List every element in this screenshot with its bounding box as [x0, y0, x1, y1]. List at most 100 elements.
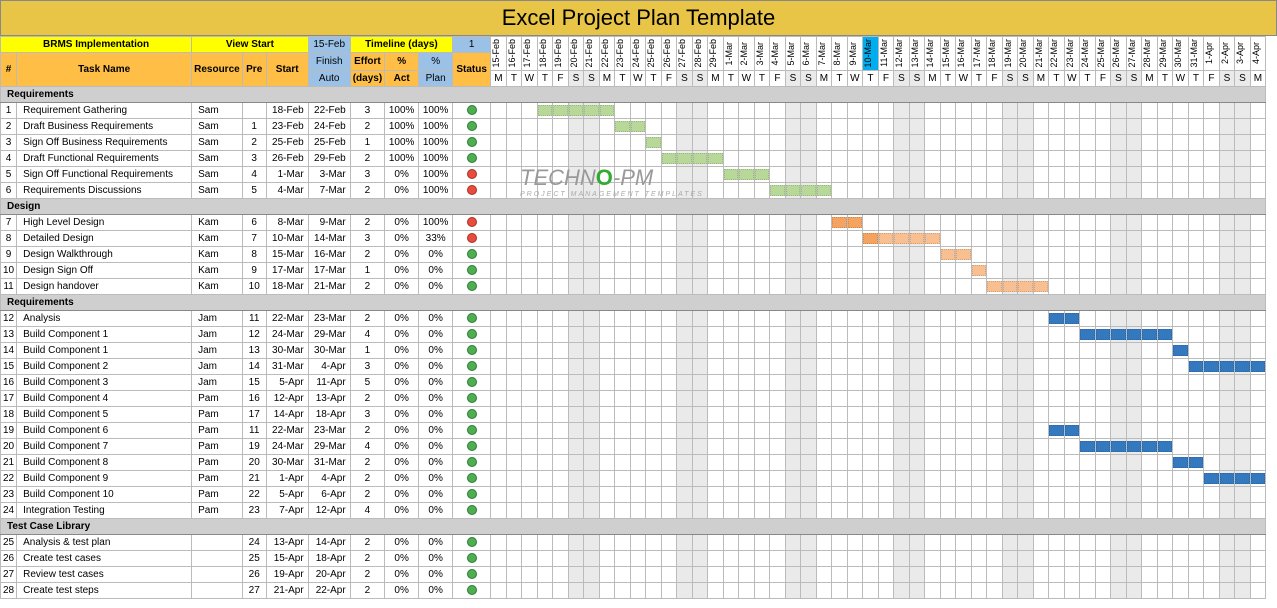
- pct-act[interactable]: 0%: [385, 166, 419, 182]
- task-row[interactable]: 7High Level DesignKam68-Mar9-Mar20%100%: [1, 214, 1266, 230]
- task-name[interactable]: Build Component 8: [17, 454, 192, 470]
- pre[interactable]: 26: [242, 566, 266, 582]
- resource[interactable]: Pam: [192, 486, 243, 502]
- pct-act[interactable]: 100%: [385, 102, 419, 118]
- effort[interactable]: 2: [350, 550, 384, 566]
- task-row[interactable]: 4Draft Functional RequirementsSam326-Feb…: [1, 150, 1266, 166]
- pct-act[interactable]: 0%: [385, 566, 419, 582]
- resource[interactable]: Pam: [192, 470, 243, 486]
- task-name[interactable]: Integration Testing: [17, 502, 192, 518]
- task-row[interactable]: 11Design handoverKam1018-Mar21-Mar20%0%: [1, 278, 1266, 294]
- task-name[interactable]: Build Component 6: [17, 422, 192, 438]
- resource[interactable]: Sam: [192, 118, 243, 134]
- start-date[interactable]: 8-Mar: [266, 214, 308, 230]
- task-row[interactable]: 15Build Component 2Jam1431-Mar4-Apr30%0%: [1, 358, 1266, 374]
- start-date[interactable]: 7-Apr: [266, 502, 308, 518]
- task-name[interactable]: Sign Off Functional Requirements: [17, 166, 192, 182]
- task-name[interactable]: Build Component 4: [17, 390, 192, 406]
- start-date[interactable]: 18-Mar: [266, 278, 308, 294]
- resource[interactable]: [192, 534, 243, 550]
- resource[interactable]: Kam: [192, 262, 243, 278]
- pct-act[interactable]: 0%: [385, 342, 419, 358]
- pct-act[interactable]: 0%: [385, 230, 419, 246]
- task-name[interactable]: High Level Design: [17, 214, 192, 230]
- resource[interactable]: Kam: [192, 230, 243, 246]
- task-name[interactable]: Detailed Design: [17, 230, 192, 246]
- effort[interactable]: 2: [350, 422, 384, 438]
- effort[interactable]: 2: [350, 310, 384, 326]
- start-date[interactable]: 19-Apr: [266, 566, 308, 582]
- pct-act[interactable]: 0%: [385, 374, 419, 390]
- task-name[interactable]: Requirement Gathering: [17, 102, 192, 118]
- task-row[interactable]: 25Analysis & test plan2413-Apr14-Apr20%0…: [1, 534, 1266, 550]
- pre[interactable]: 1: [242, 118, 266, 134]
- start-date[interactable]: 24-Mar: [266, 438, 308, 454]
- task-row[interactable]: 26Create test cases2515-Apr18-Apr20%0%: [1, 550, 1266, 566]
- task-name[interactable]: Create test cases: [17, 550, 192, 566]
- start-date[interactable]: 5-Apr: [266, 486, 308, 502]
- pre[interactable]: 12: [242, 326, 266, 342]
- resource[interactable]: Kam: [192, 214, 243, 230]
- pct-act[interactable]: 0%: [385, 582, 419, 598]
- effort[interactable]: 4: [350, 326, 384, 342]
- task-name[interactable]: Build Component 9: [17, 470, 192, 486]
- effort[interactable]: 2: [350, 150, 384, 166]
- task-row[interactable]: 21Build Component 8Pam2030-Mar31-Mar20%0…: [1, 454, 1266, 470]
- task-name[interactable]: Build Component 5: [17, 406, 192, 422]
- effort[interactable]: 4: [350, 502, 384, 518]
- start-date[interactable]: 22-Mar: [266, 310, 308, 326]
- pct-act[interactable]: 0%: [385, 182, 419, 198]
- task-row[interactable]: 3Sign Off Business RequirementsSam225-Fe…: [1, 134, 1266, 150]
- start-date[interactable]: 13-Apr: [266, 534, 308, 550]
- task-row[interactable]: 1Requirement GatheringSam18-Feb22-Feb310…: [1, 102, 1266, 118]
- resource[interactable]: Pam: [192, 454, 243, 470]
- pre[interactable]: 14: [242, 358, 266, 374]
- task-name[interactable]: Requirements Discussions: [17, 182, 192, 198]
- task-name[interactable]: Analysis & test plan: [17, 534, 192, 550]
- pct-act[interactable]: 0%: [385, 326, 419, 342]
- effort[interactable]: 2: [350, 246, 384, 262]
- effort[interactable]: 3: [350, 406, 384, 422]
- pre[interactable]: 21: [242, 470, 266, 486]
- effort[interactable]: 2: [350, 534, 384, 550]
- pct-act[interactable]: 0%: [385, 406, 419, 422]
- task-name[interactable]: Build Component 1: [17, 326, 192, 342]
- start-date[interactable]: 12-Apr: [266, 390, 308, 406]
- effort[interactable]: 2: [350, 470, 384, 486]
- pre[interactable]: 7: [242, 230, 266, 246]
- pre[interactable]: 8: [242, 246, 266, 262]
- effort[interactable]: 1: [350, 134, 384, 150]
- pre[interactable]: 24: [242, 534, 266, 550]
- task-name[interactable]: Build Component 7: [17, 438, 192, 454]
- start-date[interactable]: 31-Mar: [266, 358, 308, 374]
- pre[interactable]: 23: [242, 502, 266, 518]
- pct-act[interactable]: 100%: [385, 118, 419, 134]
- pre[interactable]: 15: [242, 374, 266, 390]
- task-name[interactable]: Draft Functional Requirements: [17, 150, 192, 166]
- pre[interactable]: 4: [242, 166, 266, 182]
- task-name[interactable]: Build Component 10: [17, 486, 192, 502]
- resource[interactable]: Kam: [192, 278, 243, 294]
- effort[interactable]: 2: [350, 182, 384, 198]
- task-row[interactable]: 28Create test steps2721-Apr22-Apr20%0%: [1, 582, 1266, 598]
- task-row[interactable]: 17Build Component 4Pam1612-Apr13-Apr20%0…: [1, 390, 1266, 406]
- task-name[interactable]: Design Sign Off: [17, 262, 192, 278]
- pre[interactable]: 6: [242, 214, 266, 230]
- task-name[interactable]: Design Walkthrough: [17, 246, 192, 262]
- task-name[interactable]: Review test cases: [17, 566, 192, 582]
- resource[interactable]: Jam: [192, 342, 243, 358]
- start-date[interactable]: 4-Mar: [266, 182, 308, 198]
- pre[interactable]: 13: [242, 342, 266, 358]
- effort[interactable]: 3: [350, 166, 384, 182]
- effort[interactable]: 2: [350, 486, 384, 502]
- effort[interactable]: 2: [350, 214, 384, 230]
- start-date[interactable]: 26-Feb: [266, 150, 308, 166]
- resource[interactable]: Pam: [192, 422, 243, 438]
- start-date[interactable]: 1-Apr: [266, 470, 308, 486]
- task-row[interactable]: 10Design Sign OffKam917-Mar17-Mar10%0%: [1, 262, 1266, 278]
- pct-act[interactable]: 0%: [385, 534, 419, 550]
- start-date[interactable]: 30-Mar: [266, 342, 308, 358]
- start-date[interactable]: 30-Mar: [266, 454, 308, 470]
- pct-act[interactable]: 100%: [385, 134, 419, 150]
- effort[interactable]: 3: [350, 358, 384, 374]
